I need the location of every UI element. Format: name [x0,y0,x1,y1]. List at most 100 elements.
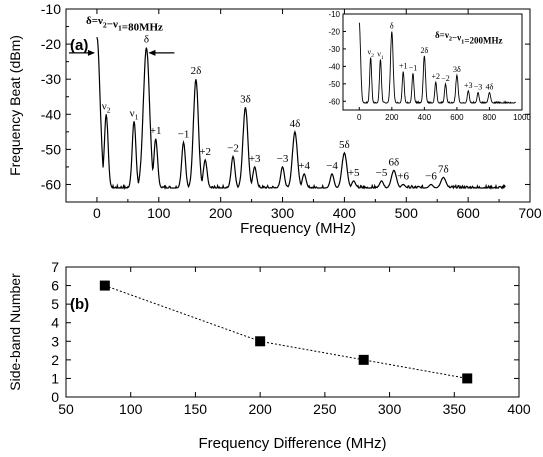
panel-a-label: (a) [70,37,88,54]
inset-peak-label: ν2 [367,48,374,59]
inset-y-tick-label: -40 [328,62,340,71]
panel-b-y-tick-label: 7 [51,259,59,275]
panel-a-y-tick-label: -60 [41,176,61,192]
panel-a-delta-annotation: δ=ν2−ν1=80MHz [86,15,163,34]
panel-b-data-point [358,354,369,365]
panel-b-x-tick-label: 100 [119,401,143,417]
panel-a-peak-label: +1 [150,125,162,137]
panel-a-y-axis-title: Frequency Beat (dBm) [7,35,23,176]
inset-x-tick-label: 600 [450,113,464,122]
panel-b-x-tick-label: 200 [248,401,272,417]
panel-b-x-tick-label: 350 [443,401,467,417]
inset-x-tick-label: 1000 [513,113,531,122]
panel-a-x-tick-label: 600 [456,205,480,221]
inset-y-tick-label: -60 [328,97,340,106]
panel-b-data-points [99,280,473,384]
panel-b-y-axis-title: Side-band Number [7,273,23,391]
inset-peak-label: −3 [474,83,483,92]
panel-b-ticks: 50 100 150 200 250 300 350 400 0 1 2 3 4 5 6 7 [51,259,531,417]
panel-a-peak-label: −6 [425,170,437,182]
panel-a-left-arrowhead [87,49,95,56]
inset-peak-label: −1 [409,63,418,72]
inset-y-tick-label: -20 [328,27,340,36]
panel-b-y-tick-label: 4 [51,315,59,331]
panel-b-x-tick-label: 50 [58,401,74,417]
inset-peak-labels: ν2 ν1 δ +1 −12δ +2 −23δ+3 −3 4δ [367,21,493,91]
panel-b-data-point [255,336,266,347]
panel-b-y-tick-label: 3 [51,333,59,349]
panel-a-peak-label: −1 [178,128,190,140]
panel-b-data-point [99,280,110,291]
inset-y-tick-label: -10 [328,10,340,19]
panel-a-x-tick-label: 500 [395,205,419,221]
panel-a-peak-label: 5δ [339,139,350,151]
inset-y-tick-label: -50 [328,80,340,89]
panel-a-peak-label: ν2 [102,100,111,114]
inset-peak-label: ν1 [377,49,384,60]
panel-b-y-tick-label: 6 [51,278,59,294]
panel-a-x-tick-label: 700 [518,205,542,221]
panel-a-peak-label: +4 [298,160,310,172]
panel-a-peak-label: −4 [326,160,338,172]
panel-a-peak-label: 3δ [240,93,251,105]
inset-ticks: 0 200 400 600 800 1000 -10 -20 -30 -40 -50 -60 [328,10,531,122]
inset-peak-label: 2δ [420,46,428,55]
panel-a-peak-label: +2 [199,146,211,158]
inset-x-tick-label: 200 [385,113,399,122]
panel-b-plot-frame [65,266,520,398]
inset-x-tick-label: 0 [357,113,362,122]
panel-a-peak-label: +3 [249,153,261,165]
panel-a-y-tick-label: -50 [41,141,61,157]
panel-b-label: (b) [70,296,89,313]
panel-a-spectrum-trace [96,36,506,191]
panel-b-dashed-trend-line [104,285,468,379]
panel-b-x-tick-label: 300 [378,401,402,417]
panel-a-x-axis-title: Frequency (MHz) [240,220,356,237]
panel-a-plot-frame [65,8,531,203]
panel-a-peak-label: +6 [397,170,409,182]
panel-b-y-tick-label: 1 [51,370,59,386]
panel-a-peak-label: 2δ [191,65,202,77]
inset-y-tick-label: -30 [328,45,340,54]
panel-a-ticks: 0 100 200 300 400 500 600 700 -10 -20 -30 -40 -50 -60 [41,1,542,221]
panel-a-y-tick-label: -20 [41,36,61,52]
panel-a-x-tick-label: 0 [93,205,101,221]
panel-a-x-tick-label: 300 [271,205,295,221]
panel-a-x-tick-label: 400 [333,205,357,221]
panel-a-peak-label: δ [144,34,149,46]
panel-a-y-tick-label: -40 [41,106,61,122]
panel-a-peak-label: 7δ [438,163,449,175]
panel-a-x-tick-label: 100 [147,205,171,221]
panel-b-y-tick-label: 5 [51,296,59,312]
panel-b-y-tick-label: 0 [51,389,59,405]
panel-a-peak-label: −5 [376,167,388,179]
inset-peak-label: 3δ [453,65,461,74]
panel-b-x-tick-label: 250 [313,401,337,417]
inset-spectrum-trace [358,22,516,105]
panel-a-peak-label: −3 [277,153,289,165]
panel-b-data-point [462,373,473,384]
inset-delta-annotation: δ=ν2−ν1=200MHz [435,30,502,45]
panel-a-right-arrowhead [148,49,156,56]
panel-a-x-tick-label: 200 [209,205,233,221]
panel-a-peak-labels: ν2 ν1δ+1 −12δ+2 −23δ+3 −34δ+4 −45δ+5 −56δ+6 −67… [102,34,449,183]
panel-a-inset: 0 200 400 600 800 1000 -10 -20 -30 -40 -50 -60 ν2 ν1… [328,10,531,122]
panel-a-delta-arrows [68,49,175,56]
panel-a-y-tick-label: -10 [41,1,61,17]
inset-x-tick-label: 800 [483,113,497,122]
panel-a-peak-label: −2 [227,142,239,154]
inset-peak-label: δ [390,21,394,30]
panel-a-y-tick-label: -30 [41,71,61,87]
panel-b-y-tick-label: 2 [51,352,59,368]
panel-a: 0 100 200 300 400 500 600 700 -10 -20 -30 -40 -50 -60… [7,1,542,237]
panel-a-peak-label: 4δ [290,118,301,130]
inset-peak-label: +3 [464,81,473,90]
panel-b: 50 100 150 200 250 300 350 400 0 1 2 3 4 5 6 7 (b) Freq… [7,259,531,452]
panel-a-peak-label: +5 [348,167,360,179]
inset-peak-label: +1 [399,62,408,71]
panel-a-peak-label: ν1 [130,107,139,121]
panel-b-x-tick-label: 150 [184,401,208,417]
panel-b-x-tick-label: 400 [507,401,531,417]
inset-peak-label: +2 [431,72,440,81]
